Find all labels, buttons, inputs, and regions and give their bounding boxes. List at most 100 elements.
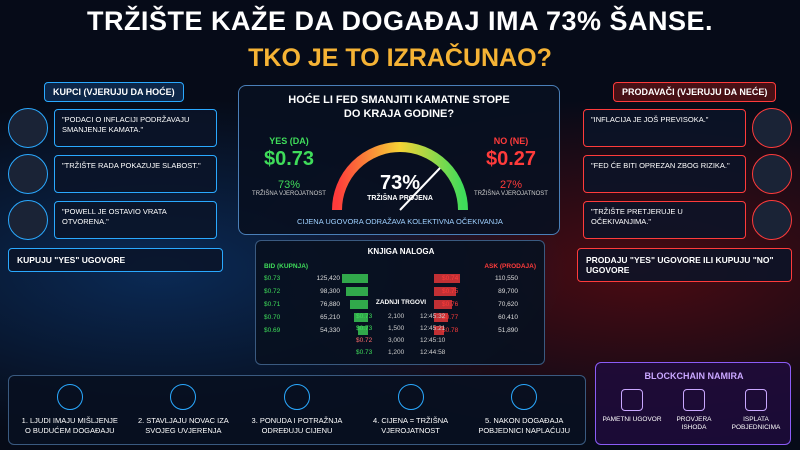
depth-bar bbox=[342, 274, 368, 283]
trade-size: 3,000 bbox=[388, 337, 405, 344]
quote: "FED ĆE BITI OPREZAN ZBOG RIZIKA." bbox=[583, 155, 746, 193]
blockchain-step-text: ISPLATA POBJEDNICIMA bbox=[731, 416, 781, 432]
volume: 110,550 bbox=[494, 275, 518, 282]
order-book-title: KNJIGA NALOGA bbox=[367, 247, 435, 256]
quote: "TRŽIŠTE PRETJERUJE U OČEKIVANJIMA." bbox=[583, 201, 746, 239]
blockchain-title: BLOCKCHAIN NAMIRA bbox=[644, 371, 744, 381]
gauge-label: TRŽIŠNA PROJENA bbox=[367, 195, 433, 202]
volume: 70,620 bbox=[498, 301, 518, 308]
order-book: KNJIGA NALOGA BID (KUPNJA) ASK (PRODAJA)… bbox=[255, 240, 545, 365]
steps-bar: 1. LJUDI IMAJU MIŠLJENJE O BUDUĆEM DOGAĐ… bbox=[8, 375, 586, 445]
trade-price: $0.72 bbox=[356, 337, 373, 344]
blockchain-step: PROVJERA ISHODA bbox=[664, 389, 724, 433]
trade-time: 12:45:10 bbox=[420, 337, 446, 344]
price: $0.78 bbox=[442, 327, 459, 334]
gauge-needle bbox=[399, 167, 441, 211]
blockchain-step-text: PROVJERA ISHODA bbox=[676, 416, 712, 432]
trade-size: 1,500 bbox=[388, 325, 405, 332]
avatar bbox=[752, 154, 792, 194]
blockchain-icon bbox=[621, 389, 643, 411]
step: 1. LJUDI IMAJU MIŠLJENJE O BUDUĆEM DOGAĐ… bbox=[20, 383, 120, 436]
blockchain-icon bbox=[683, 389, 705, 411]
volume: 89,700 bbox=[498, 288, 518, 295]
quote: "PODACI O INFLACIJI PODRŽAVAJU SMANJENJE… bbox=[54, 109, 217, 147]
trade-price: $0.73 bbox=[356, 325, 373, 332]
depth-bar bbox=[350, 300, 368, 309]
quote-row: "PODACI O INFLACIJI PODRŽAVAJU SMANJENJE… bbox=[8, 108, 223, 148]
yes-label: YES (DA) bbox=[269, 136, 309, 146]
depth-bar bbox=[434, 287, 456, 296]
trade-time: 12:44:58 bbox=[420, 349, 446, 356]
yes-block: YES (DA) $0.73 73% TRŽIŠNA VJEROJATNOST bbox=[249, 136, 329, 197]
step-icon bbox=[397, 383, 424, 410]
yes-price: $0.73 bbox=[263, 148, 315, 170]
quote-row: "TRŽIŠTE PRETJERUJE U OČEKIVANJIMA." bbox=[577, 200, 792, 240]
buyers-panel: KUPCI (VJERUJU DA HOĆE) "PODACI O INFLAC… bbox=[8, 82, 223, 272]
action: PRODAJU "YES" UGOVORE ILI KUPUJU "NO" UG… bbox=[577, 248, 792, 282]
no-price: $0.27 bbox=[485, 148, 537, 170]
quote-row: "FED ĆE BITI OPREZAN ZBOG RIZIKA." bbox=[577, 154, 792, 194]
title: TRŽIŠTE KAŽE DA DOGAĐAJ IMA 73% ŠANSE. bbox=[86, 6, 714, 36]
volume: 98,300 bbox=[320, 288, 340, 295]
blockchain-icon bbox=[745, 389, 767, 411]
no-probability-label: TRŽIŠNA VJEROJATNOST bbox=[474, 191, 548, 197]
gauge-value: 73% bbox=[379, 172, 421, 194]
price: $0.69 bbox=[264, 327, 281, 334]
trade-price: $0.73 bbox=[356, 313, 373, 320]
step-text: 3. PONUDA I POTRAŽNJA ODREĐUJU CIJENU bbox=[251, 415, 343, 435]
quote: "TRŽIŠTE RADA POKAZUJE SLABOST." bbox=[54, 155, 217, 193]
trade-price: $0.73 bbox=[356, 349, 373, 356]
question: HOĆE LI FED SMANJITI KAMATNE STOPE DO KR… bbox=[288, 94, 510, 121]
trade-time: 12:45:21 bbox=[420, 325, 446, 332]
depth-bar bbox=[358, 326, 368, 335]
yes-probability-label: TRŽIŠNA VJEROJATNOST bbox=[252, 191, 326, 197]
depth-bar bbox=[354, 313, 368, 322]
quote-row: "TRŽIŠTE RADA POKAZUJE SLABOST." bbox=[8, 154, 223, 194]
blockchain-step: ISPLATA POBJEDNICIMA bbox=[726, 389, 786, 433]
trade-size: 2,100 bbox=[388, 313, 405, 320]
avatar bbox=[8, 108, 48, 148]
no-probability: 27% bbox=[499, 179, 523, 191]
asks-title: ASK (PRODAJA) bbox=[484, 263, 536, 270]
step: 4. CIJENA = TRŽIŠNA VJEROJATNOST bbox=[361, 383, 461, 436]
volume: 125,420 bbox=[316, 275, 341, 282]
gauge-block: 73% TRŽIŠNA PROJENA bbox=[350, 172, 450, 202]
price: $0.73 bbox=[264, 275, 281, 282]
volume: 54,330 bbox=[320, 327, 340, 334]
gauge-arc bbox=[332, 142, 468, 211]
price: $0.72 bbox=[264, 288, 281, 295]
quote-row: "POWELL JE OSTAVIO VRATA OTVORENA." bbox=[8, 200, 223, 240]
volume: 60,410 bbox=[498, 314, 518, 321]
volume: 65,210 bbox=[320, 314, 340, 321]
depth-bar bbox=[434, 300, 452, 309]
trades-title: ZADNJI TRGOVI bbox=[375, 299, 427, 306]
no-block: NO (NE) $0.27 27% TRŽIŠNA VJEROJATNOST bbox=[471, 136, 551, 197]
market-panel: HOĆE LI FED SMANJITI KAMATNE STOPE DO KR… bbox=[238, 85, 560, 235]
depth-bar bbox=[434, 274, 460, 283]
trade-size: 1,200 bbox=[388, 349, 405, 356]
blockchain-step: PAMETNI UGOVOR bbox=[602, 389, 662, 424]
step-text: 4. CIJENA = TRŽIŠNA VJEROJATNOST bbox=[373, 415, 449, 435]
step-text: 2. STAVLJAJU NOVAC IZA SVOJEG UVJERENJA bbox=[137, 415, 229, 435]
depth-bar bbox=[346, 287, 368, 296]
market-note: CIJENA UGOVORA ODRAŽAVA KOLEKTIVNA OČEKI… bbox=[297, 217, 503, 226]
step-icon bbox=[283, 383, 310, 410]
price: $0.71 bbox=[264, 301, 281, 308]
step-text: 5. NAKON DOGAĐAJA POBJEDNICI NAPLAĆUJU bbox=[478, 415, 571, 435]
blockchain-panel: BLOCKCHAIN NAMIRA PAMETNI UGOVOR PROVJERA… bbox=[595, 362, 791, 445]
avatar bbox=[752, 108, 792, 148]
step-icon bbox=[56, 383, 83, 410]
avatar bbox=[8, 200, 48, 240]
price: $0.77 bbox=[442, 314, 459, 321]
step-icon bbox=[170, 383, 197, 410]
avatar bbox=[752, 200, 792, 240]
depth-bar bbox=[434, 313, 448, 322]
no-label: NO (NE) bbox=[493, 136, 529, 146]
quote: "INFLACIJA JE JOŠ PREVISOKA." bbox=[583, 109, 746, 147]
buyers-title: KUPCI (VJERUJU DA HOĆE) bbox=[44, 82, 184, 102]
volume: 76,880 bbox=[320, 301, 340, 308]
subtitle: TKO JE TO IZRAČUNAO? bbox=[248, 44, 552, 72]
step: 3. PONUDA I POTRAŽNJA ODREĐUJU CIJENU bbox=[247, 383, 347, 436]
yes-probability: 73% bbox=[277, 179, 301, 191]
